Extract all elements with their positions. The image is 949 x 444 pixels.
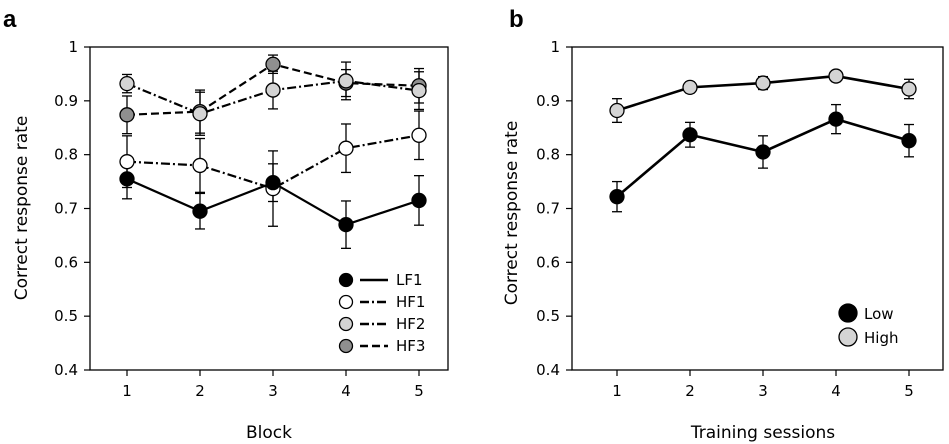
data-point-HF3 bbox=[265, 56, 281, 72]
panel-a-letter: a bbox=[3, 6, 17, 33]
panel-b-y-axis-label: Correct response rate bbox=[502, 121, 522, 306]
data-point-HF1 bbox=[411, 127, 427, 143]
panel-a-legend: LF1 HF1 HF2 HF3 bbox=[338, 271, 425, 355]
legend-marker-HF2 bbox=[338, 316, 354, 332]
y-tick-label: 0.8 bbox=[54, 146, 78, 164]
y-tick-label: 0.7 bbox=[536, 200, 560, 218]
x-tick-label: 4 bbox=[831, 382, 841, 400]
panel-a-series bbox=[119, 54, 427, 249]
legend-label-HF3: HF3 bbox=[396, 337, 425, 355]
panel-b-letter: b bbox=[509, 6, 524, 33]
y-tick-label: 1 bbox=[68, 38, 78, 56]
panel-b-y-axis: 0.4 0.5 0.6 0.7 0.8 0.9 1 bbox=[536, 38, 572, 379]
y-tick-label: 0.6 bbox=[54, 253, 78, 271]
y-tick-label: 0.5 bbox=[536, 307, 560, 325]
y-tick-label: 0.6 bbox=[536, 253, 560, 271]
x-tick-label: 4 bbox=[341, 382, 351, 400]
data-point-HF3 bbox=[119, 107, 135, 123]
panel-a-y-axis-label: Correct response rate bbox=[12, 116, 32, 301]
y-tick-label: 0.4 bbox=[54, 361, 78, 379]
data-point-HF2 bbox=[338, 73, 354, 89]
panel-a-y-axis: 0.4 0.5 0.6 0.7 0.8 0.9 1 bbox=[54, 38, 90, 379]
data-point-HF2 bbox=[265, 82, 281, 98]
legend-label-LF1: LF1 bbox=[396, 271, 423, 289]
y-tick-label: 1 bbox=[550, 38, 560, 56]
y-tick-label: 0.8 bbox=[536, 146, 560, 164]
panel-b: b 0.4 0.5 0.6 0.7 0.8 0.9 1 1 2 3 4 5 Low High Trai… bbox=[502, 6, 944, 443]
panel-b-x-axis: 1 2 3 4 5 bbox=[612, 370, 914, 400]
x-tick-label: 2 bbox=[685, 382, 695, 400]
panel-a-x-axis-label: Block bbox=[246, 423, 292, 443]
y-tick-label: 0.4 bbox=[536, 361, 560, 379]
x-tick-label: 3 bbox=[758, 382, 768, 400]
legend-marker-LF1 bbox=[338, 272, 354, 288]
legend-marker-Low bbox=[838, 303, 858, 323]
y-tick-label: 0.7 bbox=[54, 200, 78, 218]
x-tick-label: 5 bbox=[414, 382, 424, 400]
data-point-Low bbox=[755, 144, 771, 160]
data-point-HF1 bbox=[338, 140, 354, 156]
data-point-High bbox=[828, 68, 844, 84]
legend-marker-High bbox=[838, 327, 858, 347]
data-point-LF1 bbox=[192, 203, 208, 219]
panel-b-series bbox=[609, 68, 917, 213]
legend-marker-HF1 bbox=[338, 294, 354, 310]
data-point-HF1 bbox=[119, 154, 135, 170]
legend-marker-HF3 bbox=[338, 338, 354, 354]
data-point-Low bbox=[901, 133, 917, 149]
data-point-High bbox=[609, 102, 625, 119]
data-point-HF2 bbox=[119, 75, 135, 92]
panel-a: a 0.4 0.5 0.6 0.7 0.8 0.9 1 1 2 3 4 5 LF1 HF1 HF2 HF3… bbox=[3, 6, 449, 443]
legend-label-Low: Low bbox=[864, 305, 894, 323]
data-point-Low bbox=[828, 111, 844, 127]
panel-b-x-axis-label: Training sessions bbox=[690, 423, 835, 443]
panel-a-x-axis: 1 2 3 4 5 bbox=[122, 370, 424, 400]
data-point-Low bbox=[682, 127, 698, 143]
legend-label-HF1: HF1 bbox=[396, 293, 425, 311]
x-tick-label: 5 bbox=[904, 382, 914, 400]
x-tick-label: 1 bbox=[122, 382, 132, 400]
data-point-High bbox=[682, 79, 698, 96]
data-point-HF1 bbox=[192, 157, 208, 174]
legend-label-High: High bbox=[864, 329, 898, 347]
data-point-LF1 bbox=[265, 175, 281, 191]
data-point-High bbox=[901, 81, 917, 97]
panel-b-legend: Low High bbox=[838, 303, 898, 347]
data-point-LF1 bbox=[338, 216, 354, 233]
x-tick-label: 2 bbox=[195, 382, 205, 400]
data-point-Low bbox=[609, 189, 625, 205]
y-tick-label: 0.9 bbox=[536, 92, 560, 110]
x-tick-label: 3 bbox=[268, 382, 278, 400]
data-point-LF1 bbox=[119, 171, 135, 187]
x-tick-label: 1 bbox=[612, 382, 622, 400]
y-tick-label: 0.9 bbox=[54, 92, 78, 110]
data-point-High bbox=[755, 75, 771, 91]
data-point-HF2 bbox=[411, 82, 427, 99]
data-point-LF1 bbox=[411, 192, 427, 209]
legend-label-HF2: HF2 bbox=[396, 315, 425, 333]
y-tick-label: 0.5 bbox=[54, 307, 78, 325]
data-point-HF2 bbox=[192, 106, 208, 122]
